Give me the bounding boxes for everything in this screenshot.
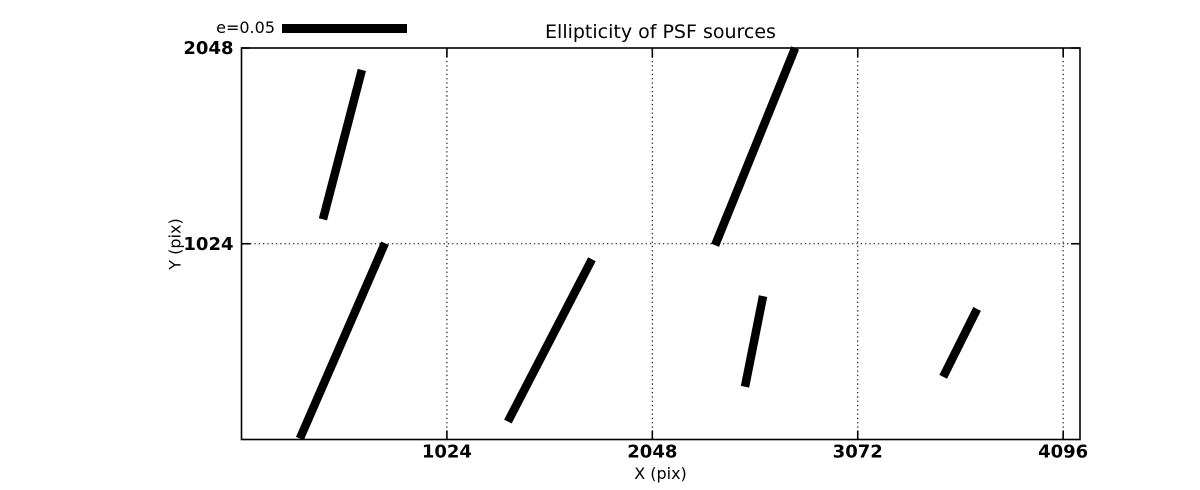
- x-axis-label: X (pix): [634, 464, 687, 483]
- y-tick-label: 2048: [183, 38, 233, 59]
- x-tick-label: 1024: [422, 442, 472, 463]
- y-tick-label: 1024: [183, 234, 233, 255]
- ellipticity-whisker: [295, 241, 389, 441]
- y-axis-label: Y (pix): [165, 218, 185, 270]
- ellipticity-whisker: [711, 46, 800, 247]
- x-tick-label: 4096: [1038, 442, 1088, 463]
- legend-label: e=0.05: [216, 18, 275, 37]
- x-tick-label: 2048: [627, 442, 677, 463]
- x-tick-label: 3072: [833, 442, 883, 463]
- legend-scale-bar: [282, 24, 407, 33]
- ellipticity-whisker: [740, 295, 768, 388]
- plot-title: Ellipticity of PSF sources: [545, 21, 776, 43]
- ellipticity-whisker: [504, 257, 596, 424]
- ellipticity-whisker: [318, 68, 366, 221]
- ellipticity-whisker: [939, 307, 981, 379]
